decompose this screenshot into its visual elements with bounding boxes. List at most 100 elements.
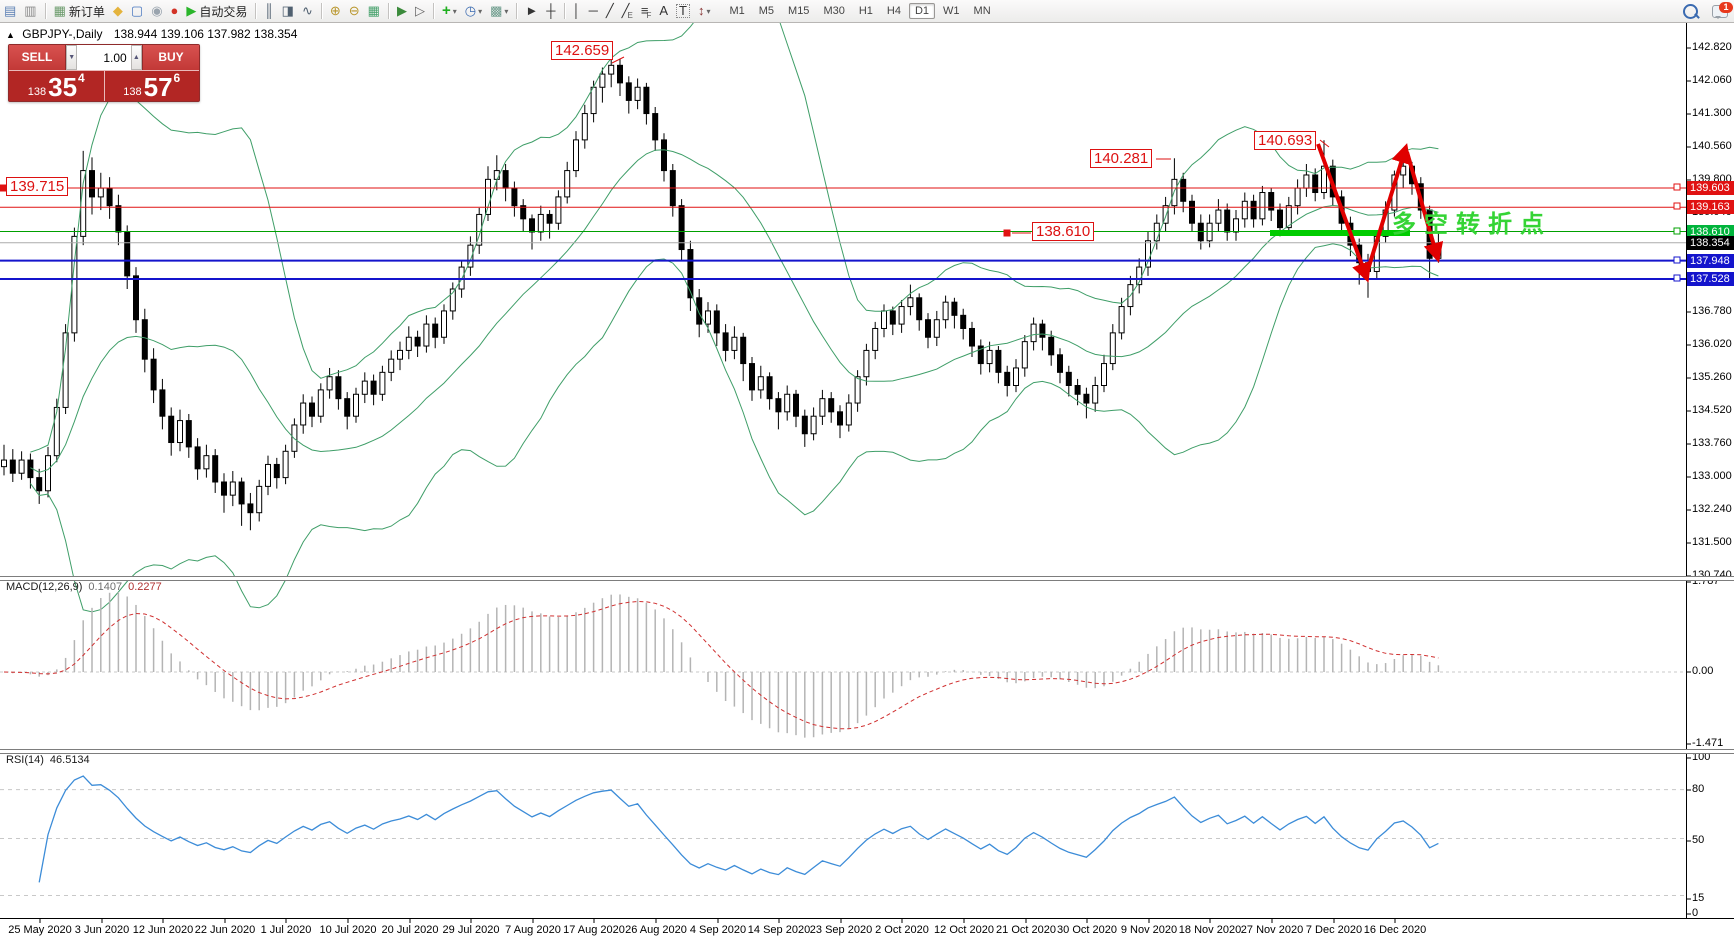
line-mode-icon[interactable]: ∿: [299, 2, 316, 20]
new-order-button: ▦: [53, 3, 66, 18]
price-tag: 137.948: [1687, 254, 1734, 268]
bars-mode-icon: ║: [264, 3, 274, 18]
date-label: 10 Jul 2020: [319, 924, 377, 936]
date-label: 1 Jul 2020: [260, 924, 312, 936]
bars-mode-icon[interactable]: ║: [261, 2, 276, 20]
sell-price[interactable]: 138 35 4: [9, 71, 105, 101]
date-label: 25 May 2020: [8, 924, 72, 936]
volume-up-button[interactable]: ▲: [130, 45, 143, 70]
timeframe-m5[interactable]: M5: [758, 5, 775, 17]
price-tick: 134.520: [1692, 404, 1732, 416]
date-label: 18 Nov 2020: [1178, 924, 1242, 936]
timeframe-w1[interactable]: W1: [943, 5, 960, 17]
date-label: 17 Aug 2020: [563, 924, 625, 936]
toolbar-separator: [563, 3, 565, 19]
candles-mode-icon[interactable]: ◨: [279, 2, 297, 20]
date-label: 27 Nov 2020: [1240, 924, 1304, 936]
indicators-icon[interactable]: + ▾: [441, 2, 457, 19]
new-order-button-label: 新订单: [68, 4, 105, 19]
notifications-icon[interactable]: 1: [1712, 1, 1733, 19]
trendline-icon: ╱: [605, 3, 614, 18]
collapse-icon[interactable]: ▲: [6, 30, 15, 40]
search-icon[interactable]: [1683, 3, 1698, 19]
annotation-high2-price[interactable]: 140.693: [1254, 131, 1317, 150]
signals-icon[interactable]: ◉: [148, 2, 165, 20]
price-tick: 133.760: [1692, 437, 1732, 449]
timeframe-m1[interactable]: M1: [729, 5, 745, 17]
terminal-icon[interactable]: ▢: [128, 2, 146, 20]
text-icon: A: [659, 3, 668, 18]
rsi-tick: 100: [1692, 751, 1711, 763]
buy-price-sup: 6: [173, 71, 181, 85]
cursor-icon[interactable]: ►: [522, 2, 541, 20]
crosshair-icon: ┼: [546, 3, 556, 18]
mql5-icon[interactable]: ●: [168, 2, 182, 20]
periods-icon: ◷: [464, 3, 477, 18]
price-tick: 141.300: [1692, 107, 1732, 119]
vertical-line-icon[interactable]: │: [570, 2, 584, 20]
autotrading-button[interactable]: ▶ 自动交易: [183, 2, 250, 20]
auto-scroll-icon: ▶: [396, 3, 407, 18]
annotation-left-line-price[interactable]: 139.715: [6, 177, 69, 196]
market-watch-icon[interactable]: ▥: [21, 2, 39, 20]
templates-icon: ▩: [490, 3, 503, 18]
date-label: 21 Oct 2020: [996, 924, 1056, 936]
arrows-icon: ↕: [697, 3, 705, 18]
timeframe-h4[interactable]: H4: [886, 5, 901, 17]
pane-separator-macd[interactable]: [0, 576, 1734, 581]
date-label: 16 Dec 2020: [1363, 924, 1427, 936]
zoom-out-icon[interactable]: ⊖: [346, 2, 363, 20]
zoom-in-icon[interactable]: ⊕: [327, 2, 344, 20]
tile-windows-icon: ▦: [367, 3, 380, 18]
tile-windows-icon[interactable]: ▦: [365, 2, 383, 20]
metaeditor-icon[interactable]: ◆: [110, 2, 126, 20]
arrows-icon[interactable]: ↕ ▾: [697, 3, 711, 18]
macd-indicator-label: MACD(12,26,9) 0.1407 0.2277: [6, 581, 162, 593]
macd-tick: -1.471: [1692, 737, 1724, 749]
timeframe-h1[interactable]: H1: [858, 5, 873, 17]
text-icon[interactable]: A: [656, 2, 671, 20]
crosshair-icon[interactable]: ┼: [543, 2, 558, 20]
buy-button[interactable]: BUY: [143, 45, 199, 70]
symbol-title[interactable]: ▲ GBPJPY-,Daily 138.944 139.106 137.982 …: [6, 27, 297, 41]
sell-price-big: 35: [48, 72, 78, 102]
price-tick: 131.500: [1692, 536, 1732, 548]
channel-icon[interactable]: ╱ E: [621, 3, 633, 20]
annotation-mid-price[interactable]: 138.610: [1032, 222, 1095, 241]
new-order-button[interactable]: ▦ 新订单: [51, 2, 108, 20]
trendline-icon[interactable]: ╱: [603, 2, 617, 20]
timeframe-m30[interactable]: M30: [823, 5, 845, 17]
cursor-icon: ►: [525, 3, 539, 18]
label-icon[interactable]: T: [673, 2, 693, 20]
periods-icon[interactable]: ◷ ▾: [464, 3, 483, 18]
volume-input[interactable]: [77, 45, 131, 70]
price-tick: 135.260: [1692, 371, 1732, 383]
horizontal-line-icon[interactable]: ─: [586, 2, 601, 20]
toolbar-separator: [516, 3, 518, 19]
notification-badge: 1: [1719, 1, 1733, 13]
sell-price-sup: 4: [78, 71, 85, 85]
timeframe-mn[interactable]: MN: [973, 5, 991, 17]
buy-price[interactable]: 138 57 6: [105, 71, 200, 101]
timeframe-m15[interactable]: M15: [788, 5, 810, 17]
date-label: 9 Nov 2020: [1120, 924, 1178, 936]
date-label: 4 Sep 2020: [689, 924, 747, 936]
sell-button[interactable]: SELL: [9, 45, 65, 70]
fibonacci-icon[interactable]: ≡ F: [640, 3, 652, 20]
volume-down-button[interactable]: ▼: [66, 45, 78, 70]
charts-icon[interactable]: ▤: [1, 2, 19, 20]
timeframe-d1[interactable]: D1: [908, 3, 936, 19]
zoom-out-icon: ⊖: [348, 3, 360, 18]
annotation-peak-price[interactable]: 142.659: [551, 41, 614, 60]
rsi-indicator-label: RSI(14) 46.5134: [6, 754, 90, 766]
chart-shift-icon[interactable]: ▷: [412, 2, 428, 20]
rsi-tick: 50: [1692, 834, 1705, 846]
pane-separator-rsi[interactable]: [0, 749, 1734, 754]
line-mode-icon: ∿: [301, 3, 313, 18]
auto-scroll-icon[interactable]: ▶: [394, 2, 410, 20]
annotation-high1-price[interactable]: 140.281: [1090, 149, 1153, 168]
templates-icon[interactable]: ▩ ▾: [490, 3, 509, 18]
toolbar-separator: [44, 3, 46, 19]
annotation-cn-text[interactable]: 多空转折点: [1392, 211, 1552, 238]
